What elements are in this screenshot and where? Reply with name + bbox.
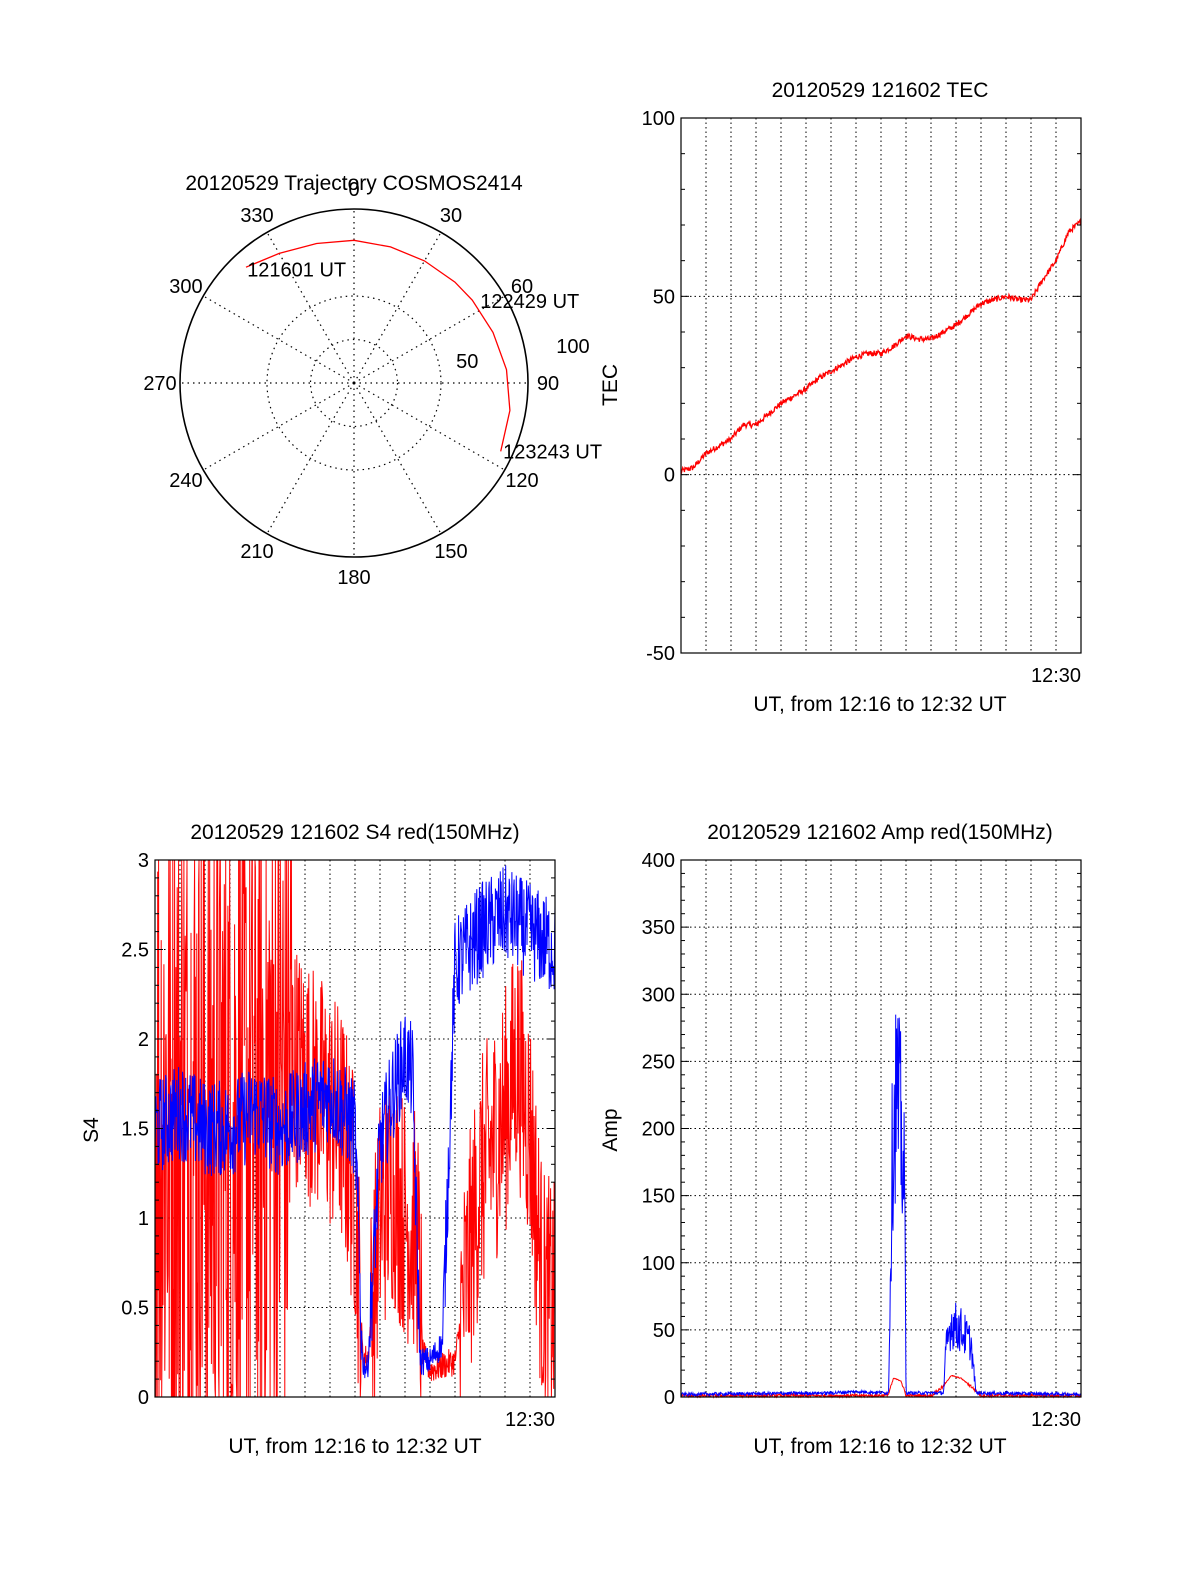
polar-angle-label-120: 120 [505,470,538,492]
tec-series-red [680,217,1082,475]
polar-radial-labels: 50 100 [456,336,589,373]
polar-spoke-120 [353,382,505,471]
polar-angle-label-180: 180 [337,567,370,589]
polar-angle-label-0: 0 [348,179,359,201]
s4-series-blue [154,865,556,1379]
polar-angle-label-210: 210 [240,541,273,563]
s4-ytick-label-4: 2 [138,1029,149,1051]
tec-ylabel: TEC [599,364,622,406]
amp-ytick-label-7: 350 [642,917,675,939]
s4-xlabel: UT, from 12:16 to 12:32 UT [228,1435,481,1458]
s4-title: 20120529 121602 S4 red(150MHz) [190,821,519,844]
amp-xtick-label-0: 12:30 [1031,1409,1081,1431]
s4-ylabel: S4 [80,1117,103,1143]
polar-panel: 20120529 Trajectory COSMOS2414 030609012… [143,172,602,589]
polar-angle-label-60: 60 [511,276,533,298]
s4-series [154,859,556,1398]
polar-grid [179,208,529,558]
polar-title: 20120529 Trajectory COSMOS2414 [185,172,523,195]
amp-ytick-label-1: 50 [653,1320,675,1342]
polar-spoke-30 [353,232,442,384]
amp-ytick-label-6: 300 [642,984,675,1006]
amp-xlabel: UT, from 12:16 to 12:32 UT [753,1435,1006,1458]
polar-angle-label-330: 330 [240,205,273,227]
s4-xtick-label-0: 12:30 [505,1409,555,1431]
tec-ytick-label-2: 50 [653,286,675,308]
polar-angle-labels: 0 30 60 90 120 150 180 210 240 270 300 330 [143,179,559,589]
polar-spoke-210 [266,382,355,534]
tec-ytick-label-0: -50 [646,643,675,665]
tec-title: 20120529 121602 TEC [772,79,989,102]
polar-annotation-0: 121601 UT [247,259,346,281]
polar-angle-label-30: 30 [440,205,462,227]
amp-panel: 20120529 121602 Amp red(150MHz) 0 50 100 15… [599,821,1082,1458]
polar-ring-1 [309,338,399,428]
s4-ytick-label-5: 2.5 [121,940,149,962]
polar-radial-label-50: 50 [456,351,478,373]
polar-angle-label-150: 150 [434,541,467,563]
polar-spoke-60 [353,295,505,384]
polar-annotations: 121601 UT 122429 UT 123243 UT [247,259,602,463]
polar-spoke-240 [203,382,355,471]
amp-ytick-label-8: 400 [642,850,675,872]
tec-ticks: -50 0 50 100 12:30 [642,108,1081,687]
amp-title: 20120529 121602 Amp red(150MHz) [707,821,1053,844]
polar-spoke-150 [353,382,442,534]
tec-panel: 20120529 121602 TEC -50 0 50 100 12:30 TEC U… [599,79,1082,716]
amp-grid [681,860,1081,1397]
polar-annotation-2: 123243 UT [503,442,602,464]
tec-plot-frame [680,117,1082,654]
s4-ticks: 0 0.5 1 1.5 2 2.5 3 12:30 [121,850,555,1431]
polar-trajectory-line [245,239,511,452]
amp-ticks: 0 50 100 150 200 250 300 350 400 12:30 [642,850,1081,1431]
polar-angle-label-240: 240 [169,470,202,492]
amp-ytick-label-2: 100 [642,1253,675,1275]
polar-spoke-300 [203,295,355,384]
polar-trajectory [245,239,511,452]
polar-angle-label-90: 90 [537,373,559,395]
tec-xtick-label-0: 12:30 [1031,665,1081,687]
amp-ytick-label-4: 200 [642,1119,675,1141]
amp-series-blue [680,1014,1082,1398]
s4-ytick-label-3: 1.5 [121,1119,149,1141]
s4-series-red [154,859,556,1398]
polar-spoke-330 [266,232,355,384]
polar-ring-0 [266,295,442,471]
s4-panel: 20120529 121602 S4 red(150MHz) 0 0.5 1 1.5 2… [80,821,556,1458]
amp-ytick-label-5: 250 [642,1051,675,1073]
tec-grid [681,118,1081,653]
polar-radial-label-100: 100 [556,336,589,358]
s4-ytick-label-2: 1 [138,1208,149,1230]
tec-series [680,217,1082,475]
polar-annotation-1: 122429 UT [480,291,579,313]
tec-ytick-label-1: 0 [664,465,675,487]
polar-angle-label-300: 300 [169,276,202,298]
s4-ytick-label-0: 0 [138,1387,149,1409]
s4-ytick-label-1: 0.5 [121,1298,149,1320]
amp-ylabel: Amp [599,1108,622,1151]
amp-ytick-label-3: 150 [642,1186,675,1208]
s4-ytick-label-6: 3 [138,850,149,872]
tec-ytick-label-3: 100 [642,108,675,130]
amp-ytick-label-0: 0 [664,1387,675,1409]
polar-angle-label-270: 270 [143,373,176,395]
polar-outer-circle [179,208,529,558]
tec-xlabel: UT, from 12:16 to 12:32 UT [753,693,1006,716]
